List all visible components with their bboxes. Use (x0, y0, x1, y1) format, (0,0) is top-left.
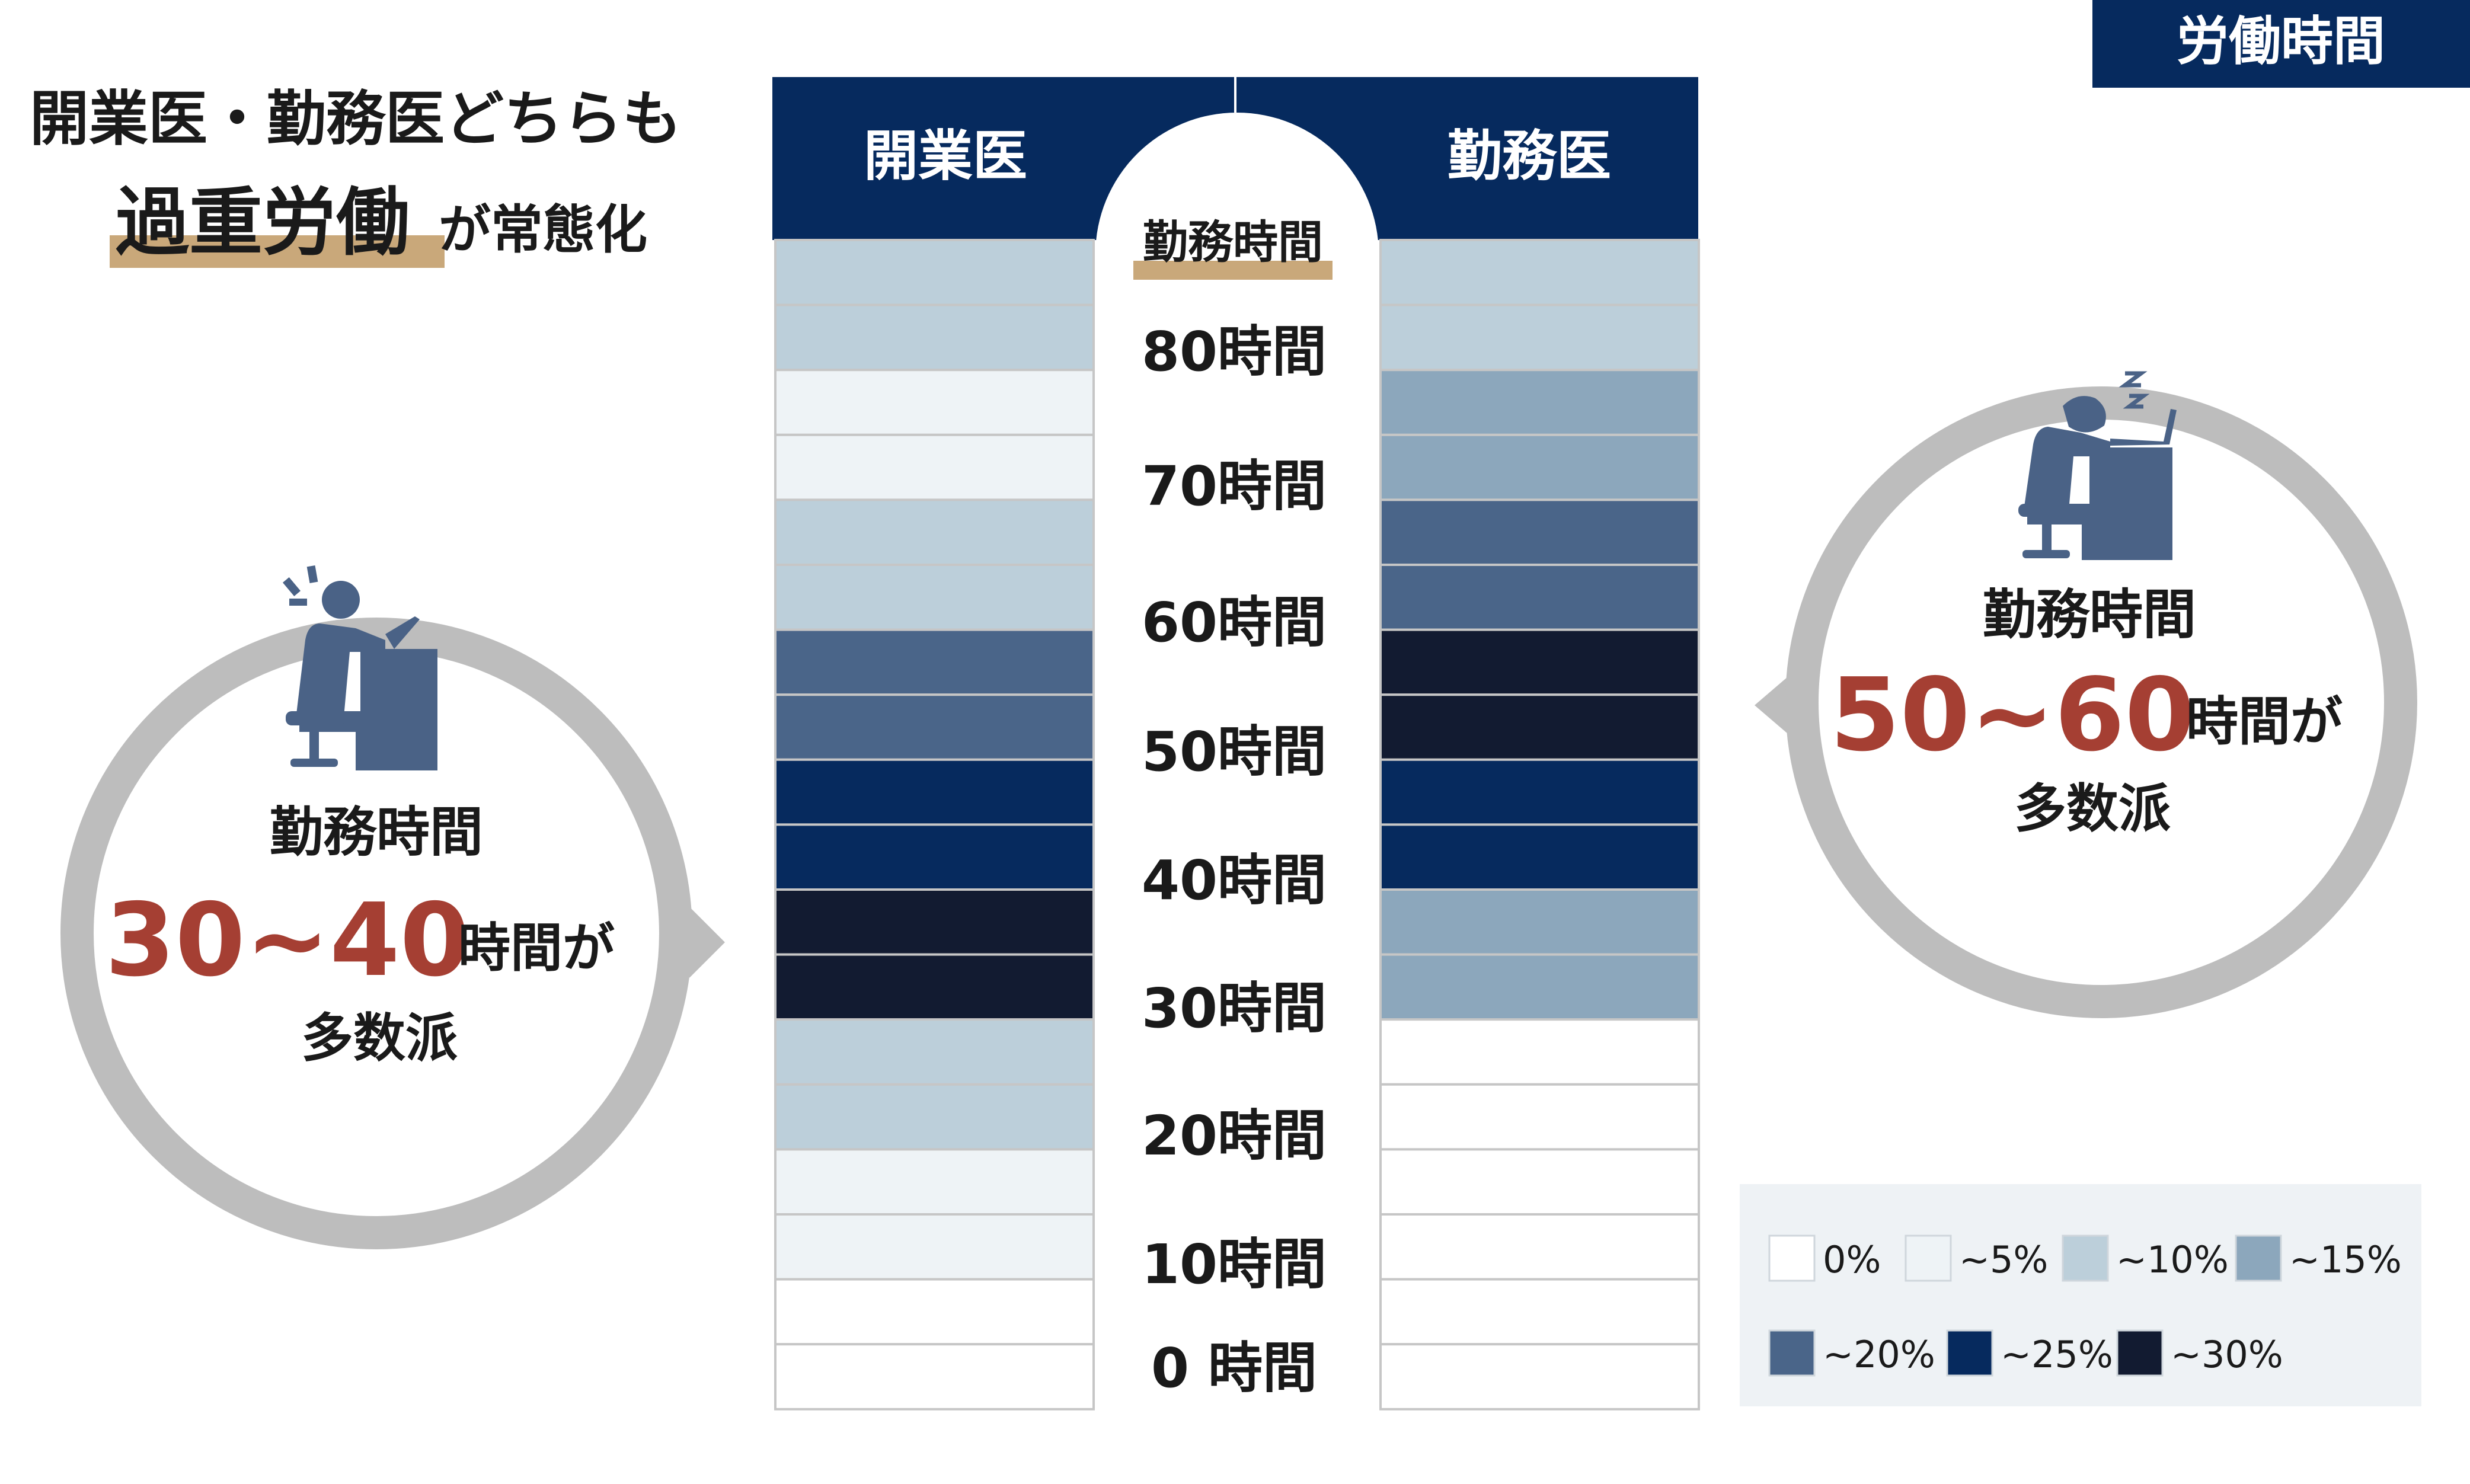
legend: 0% ~5% ~10% ~15% ~20% ~25% ~30% (1768, 1234, 2402, 1377)
heatmap-cell (1379, 1148, 1700, 1216)
legend-swatch (2235, 1234, 2282, 1282)
center-header-underline (1133, 261, 1333, 280)
heatmap-cell (1379, 498, 1700, 567)
heatmap-cell (774, 1083, 1095, 1151)
legend-swatch (1946, 1329, 1993, 1377)
legend-swatch (1905, 1234, 1952, 1282)
left-bubble-range: 30~40 (105, 882, 470, 999)
legend-label: ~15% (2289, 1238, 2402, 1281)
heatmap-cell (774, 758, 1095, 826)
heatmap-cell (774, 239, 1095, 306)
legend-label: ~10% (2116, 1238, 2229, 1281)
y-tick-label: 20時間 (1142, 1104, 1327, 1168)
tag-background (2092, 0, 2470, 88)
right-bubble-title: 勤務時間 (1983, 584, 2196, 646)
right-bubble (1785, 386, 2417, 1018)
left-bubble-range-suffix: 時間が (458, 917, 615, 978)
y-tick-label: 80時間 (1142, 320, 1327, 383)
heatmap-cell (1379, 239, 1700, 306)
heatmap-cell (1379, 628, 1700, 696)
legend-label: ~20% (1823, 1333, 1935, 1376)
legend-swatch (2116, 1329, 2164, 1377)
tired-worker-icon (282, 565, 437, 770)
heatmap-cell (1379, 433, 1700, 501)
headline-suffix: が常態化 (439, 199, 647, 260)
left-bubble-title: 勤務時間 (270, 801, 483, 863)
right-bubble-conclusion: 多数派 (2014, 778, 2171, 839)
heatmap-cell (774, 1343, 1095, 1411)
headline-emphasis: 過重労働 (116, 180, 410, 266)
heatmap-cell (1379, 693, 1700, 761)
right-bubble-pointer (1755, 670, 1796, 741)
headline-underline (110, 235, 445, 268)
heatmap-cell (774, 498, 1095, 567)
column-header-kinmui: 勤務医 (1448, 124, 1611, 188)
heatmap-cell (1379, 758, 1700, 826)
right-bubble-range: 50~60 (1830, 657, 2195, 774)
heatmap-cell (1379, 1213, 1700, 1281)
y-tick-label: 30時間 (1142, 977, 1327, 1040)
heatmap-cell (774, 303, 1095, 372)
heatmap-cell (1379, 369, 1700, 436)
heatmap-cell (774, 628, 1095, 696)
heatmap-cell (774, 823, 1095, 891)
y-tick-label: 70時間 (1142, 455, 1327, 518)
center-header: 勤務時間 (1143, 216, 1323, 268)
heatmap-cell (1379, 888, 1700, 956)
legend-swatch (1768, 1234, 1816, 1282)
right-bubble-range-suffix: 時間が (2186, 691, 2343, 752)
y-tick-label: 50時間 (1142, 720, 1327, 783)
legend-label: ~30% (2171, 1333, 2283, 1376)
y-tick-label: 40時間 (1142, 849, 1327, 912)
heatmap-cell (774, 693, 1095, 761)
heatmap-cell (774, 433, 1095, 501)
legend-label: ~5% (1959, 1238, 2048, 1281)
heatmap-cell (774, 1213, 1095, 1281)
legend-swatch (2062, 1234, 2109, 1282)
heatmap-cell (1379, 953, 1700, 1021)
y-tick-label: 10時間 (1142, 1233, 1327, 1296)
heatmap-cell (1379, 1083, 1700, 1151)
heatmap-cell (774, 888, 1095, 956)
heatmap-cell (1379, 1018, 1700, 1086)
tag-label: 労働時間 (2177, 11, 2385, 72)
heatmap-cell (774, 1278, 1095, 1346)
legend-panel (1740, 1184, 2421, 1406)
legend-swatch (1768, 1329, 1816, 1377)
heatmap-cell (1379, 823, 1700, 891)
column-header-kaigyoui: 開業医 (864, 124, 1027, 188)
heatmap-cell (1379, 1343, 1700, 1411)
legend-label: ~25% (2001, 1333, 2113, 1376)
heatmap-cell (774, 1018, 1095, 1086)
left-bubble (60, 618, 692, 1249)
sleeping-worker-icon (2018, 371, 2177, 560)
center-column-body (1095, 356, 1379, 1411)
y-tick-labels: 80時間 70時間 60時間 50時間 40時間 30時間 20時間 10時間 0 時間 (1142, 320, 1327, 1400)
heatmap-cell (774, 369, 1095, 436)
left-bubble-conclusion: 多数派 (301, 1008, 458, 1069)
headline-line1: 開業医・勤務医どちらも (30, 84, 682, 153)
heatmap-cell (1379, 564, 1700, 631)
y-tick-label: 60時間 (1142, 591, 1327, 654)
heatmap-cell (774, 1148, 1095, 1216)
heatmap-cell (774, 564, 1095, 631)
legend-label: 0% (1823, 1238, 1881, 1281)
heatmap-cell (1379, 303, 1700, 372)
y-tick-label: 0 時間 (1151, 1336, 1317, 1400)
heatmap-cells (774, 239, 1700, 1411)
left-bubble-pointer (689, 907, 725, 978)
heatmap-cell (1379, 1278, 1700, 1346)
heatmap-cell (774, 953, 1095, 1021)
